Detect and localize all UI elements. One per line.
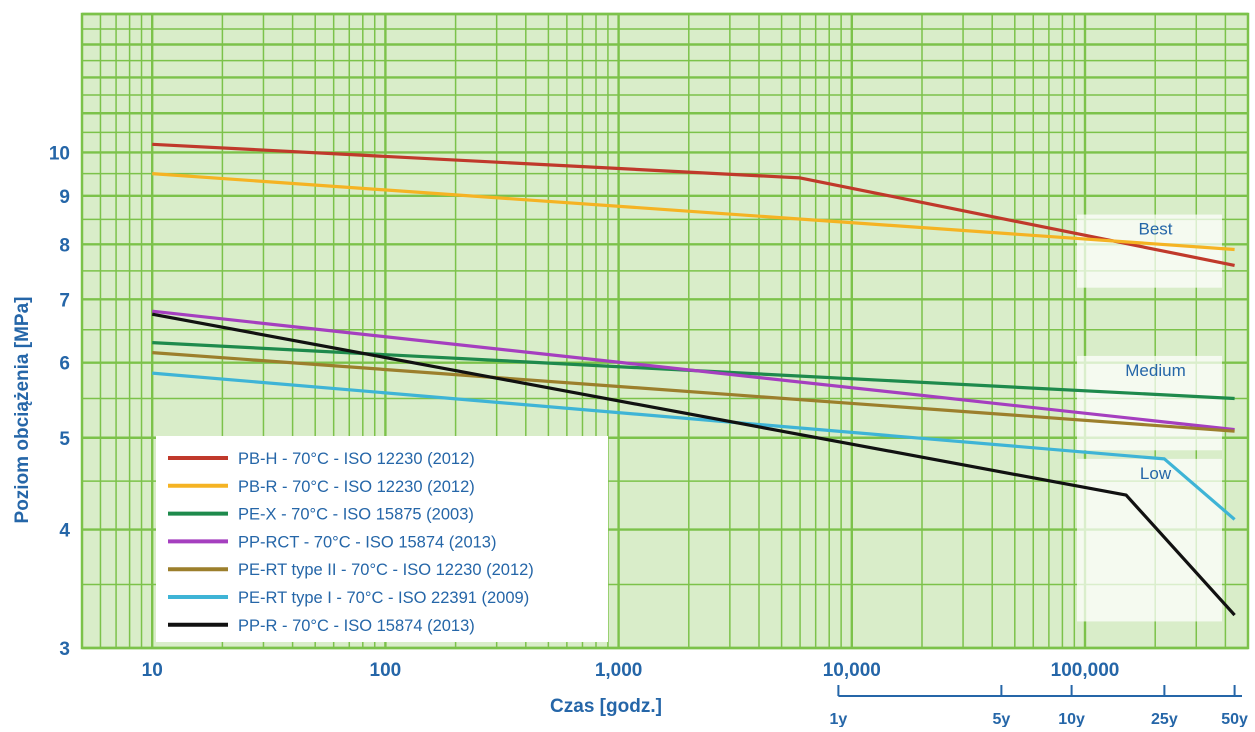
series-line-3 (152, 309, 1235, 432)
x-tick-label: 100,000 (1051, 660, 1120, 681)
rating-bands: Best Medium Low (1077, 214, 1222, 622)
band-label-low: Low (1140, 464, 1172, 483)
series-line-5 (152, 371, 1236, 521)
year-tick-label: 5y (992, 711, 1010, 727)
legend-entry-5: PE-RT type I - 70°C - ISO 22391 (2009) (238, 589, 529, 607)
y-tick-label: 5 (59, 429, 70, 450)
y-tick-label: 10 (49, 143, 70, 164)
y-tick-label: 7 (59, 290, 70, 311)
series-line-4 (152, 351, 1235, 433)
y-tick-label: 6 (59, 354, 70, 375)
year-tick-label: 1y (829, 711, 847, 727)
series-line-6 (151, 312, 1236, 617)
legend-entry-1: PB-R - 70°C - ISO 12230 (2012) (238, 478, 475, 496)
y-tick-label: 4 (59, 521, 70, 542)
legend-entry-6: PP-R - 70°C - ISO 15874 (2013) (238, 617, 475, 635)
y-axis-label: Poziom obciążenia [MPa] (12, 297, 33, 524)
y-tick-label: 3 (59, 639, 70, 660)
band-label-best: Best (1138, 220, 1172, 239)
year-axis: 1y 5y 10y 25y 50y (829, 685, 1248, 728)
legend: PB-H - 70°C - ISO 12230 (2012) PB-R - 70°… (156, 436, 608, 642)
year-tick-label: 50y (1221, 711, 1248, 727)
x-tick-label: 100 (370, 660, 402, 681)
y-tick-label: 8 (59, 235, 70, 256)
series-lines (151, 142, 1236, 617)
x-tick-label: 10 (142, 660, 163, 681)
band-label-medium: Medium (1125, 361, 1185, 380)
legend-entry-3: PP-RCT - 70°C - ISO 15874 (2013) (238, 533, 496, 551)
x-axis-ticks: 10 100 1,000 10,000 100,000 (142, 660, 1120, 681)
plot-frame (80, 12, 1250, 650)
y-tick-label: 9 (59, 187, 70, 208)
x-tick-label: 1,000 (595, 660, 643, 681)
year-tick-label: 25y (1151, 711, 1178, 727)
band-box-best (1077, 214, 1222, 288)
legend-entry-0: PB-H - 70°C - ISO 12230 (2012) (238, 450, 475, 468)
legend-entry-2: PE-X - 70°C - ISO 15875 (2003) (238, 506, 474, 524)
y-axis-ticks: 10 9 8 7 6 5 4 3 (49, 143, 71, 660)
legend-box (156, 436, 608, 642)
band-box-medium (1077, 355, 1222, 451)
x-tick-label: 10,000 (823, 660, 881, 681)
series-line-1 (152, 172, 1235, 252)
year-tick-label: 10y (1058, 711, 1085, 727)
legend-entry-4: PE-RT type II - 70°C - ISO 12230 (2012) (238, 561, 534, 579)
x-axis-label: Czas [godz.] (550, 696, 662, 717)
series-line-0 (152, 142, 1235, 267)
band-box-low (1077, 458, 1222, 622)
